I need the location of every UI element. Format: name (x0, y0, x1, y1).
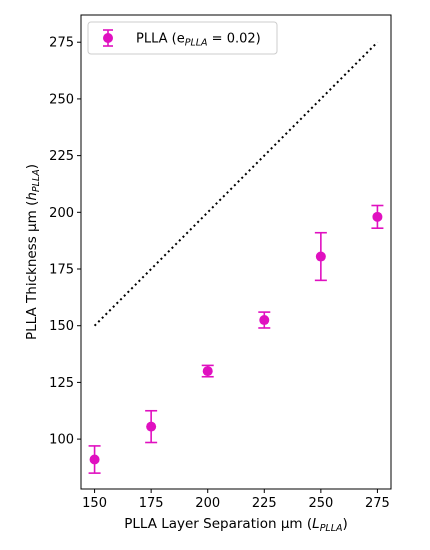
legend-label-prefix: PLLA (e (136, 32, 185, 47)
legend-label-suffix: = 0.02) (208, 32, 261, 47)
y-tick-label: 125 (49, 376, 74, 391)
y-axis-label-prefix: PLLA Thickness μm ( (24, 201, 40, 340)
data-marker (372, 211, 383, 222)
y-tick-label: 225 (49, 149, 74, 164)
reference-line (93, 41, 379, 327)
x-axis-label-prefix: PLLA Layer Separation μm ( (124, 516, 312, 532)
plot-frame (80, 14, 392, 490)
data-point (258, 311, 271, 329)
legend-label: PLLA (ePLLA = 0.02) (136, 32, 261, 49)
y-tick-label: 275 (49, 36, 74, 51)
legend-label-sub: PLLA (185, 38, 208, 49)
legend-marker (103, 33, 113, 43)
data-marker (259, 315, 270, 326)
x-axis-label-suffix: ) (343, 516, 348, 532)
data-point (201, 364, 214, 378)
y-tick-label: 175 (49, 263, 74, 278)
data-marker (146, 421, 157, 432)
y-axis-label-suffix: ) (24, 164, 40, 169)
legend: PLLA (ePLLA = 0.02) (87, 21, 278, 55)
y-axis-label-sub: PLLA (31, 169, 42, 192)
data-marker (89, 454, 100, 465)
y-tick-label: 100 (49, 433, 74, 448)
legend-box (87, 21, 278, 55)
x-tick-label: 225 (252, 496, 277, 511)
y-axis-label-var: h (24, 192, 40, 201)
axis-ticks: 150 175 200 225 250 275 100 125 150 175 200 225 250 2… (49, 36, 390, 511)
y-tick-label: 250 (49, 92, 74, 107)
y-tick-label: 200 (49, 206, 74, 221)
x-tick-label: 275 (365, 496, 390, 511)
y-tick-label: 150 (49, 319, 74, 334)
data-points (88, 204, 384, 474)
x-tick-label: 150 (82, 496, 107, 511)
data-point (314, 231, 327, 282)
reference-line-group (93, 41, 379, 327)
data-point (145, 409, 158, 444)
data-point (88, 445, 101, 474)
x-axis-label-sub: PLLA (320, 523, 343, 534)
x-tick-label: 175 (139, 496, 164, 511)
x-axis-label: PLLA Layer Separation μm (LPLLA) (124, 516, 348, 534)
data-point (371, 204, 384, 229)
x-tick-label: 250 (308, 496, 333, 511)
x-tick-label: 200 (195, 496, 220, 511)
y-axis-label: PLLA Thickness μm (hPLLA) (24, 164, 42, 340)
x-axis-label-var: L (312, 516, 320, 532)
data-marker (315, 251, 326, 262)
data-marker (202, 366, 213, 377)
